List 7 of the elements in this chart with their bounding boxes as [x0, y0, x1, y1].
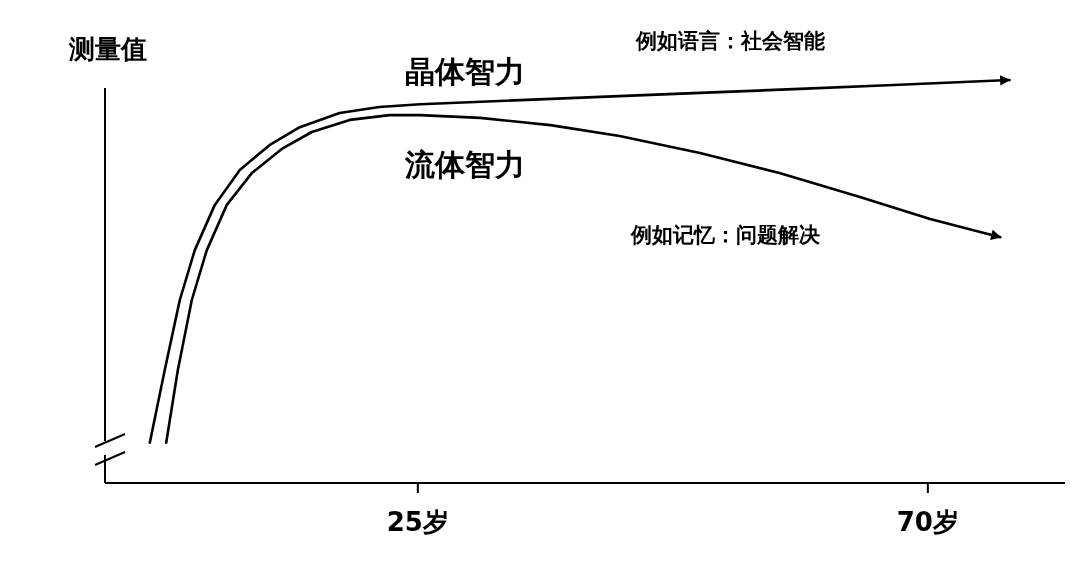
- annotation: 例如记忆：问题解决: [629, 223, 820, 247]
- y-axis-title: 测量值: [68, 34, 147, 64]
- series-label: 晶体智力: [405, 54, 525, 90]
- text: 例如语言：社会智能: [634, 29, 825, 53]
- series-label: 流体智力: [404, 147, 525, 183]
- x-tick-label: 70岁: [896, 507, 959, 537]
- x-tick-label: 25岁: [386, 507, 449, 537]
